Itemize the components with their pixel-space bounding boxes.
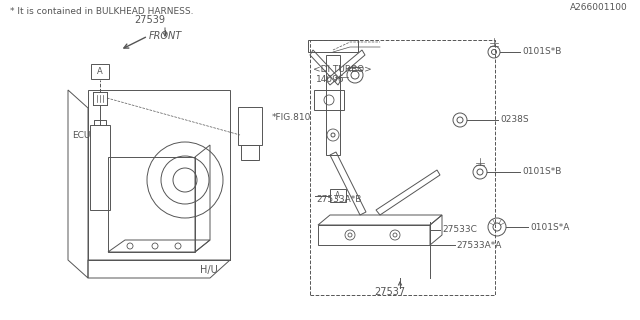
Bar: [308, 40, 358, 52]
Text: 0238S: 0238S: [500, 116, 529, 124]
Text: 0101S*B: 0101S*B: [522, 167, 561, 177]
Bar: [238, 107, 262, 145]
Bar: [91, 64, 109, 79]
Bar: [310, 40, 495, 295]
Text: H/U: H/U: [200, 265, 218, 275]
Text: *FIG.810: *FIG.810: [272, 113, 312, 122]
Text: * It is contained in BULKHEAD HARNESS.: * It is contained in BULKHEAD HARNESS.: [10, 7, 193, 17]
Text: 27539: 27539: [134, 15, 166, 25]
Text: A: A: [335, 191, 340, 200]
Text: ECU: ECU: [72, 131, 90, 140]
Text: 27533A*A: 27533A*A: [456, 241, 501, 250]
Text: FRONT: FRONT: [149, 31, 182, 41]
Bar: [314, 90, 344, 110]
Text: 14096: 14096: [316, 76, 344, 84]
Bar: [326, 55, 340, 155]
Text: 27533A*B: 27533A*B: [316, 196, 362, 204]
Text: 27537: 27537: [374, 287, 406, 297]
Bar: [90, 125, 110, 210]
Text: 27533C: 27533C: [442, 226, 477, 235]
Bar: [241, 145, 259, 160]
Text: A266001100: A266001100: [570, 4, 628, 12]
Text: <DI TURBO>: <DI TURBO>: [313, 66, 372, 75]
Bar: [88, 90, 230, 260]
Text: 0101S*B: 0101S*B: [522, 47, 561, 57]
Text: A: A: [97, 67, 103, 76]
Bar: [330, 189, 346, 202]
Text: 0101S*A: 0101S*A: [530, 222, 570, 231]
Bar: [108, 157, 195, 252]
